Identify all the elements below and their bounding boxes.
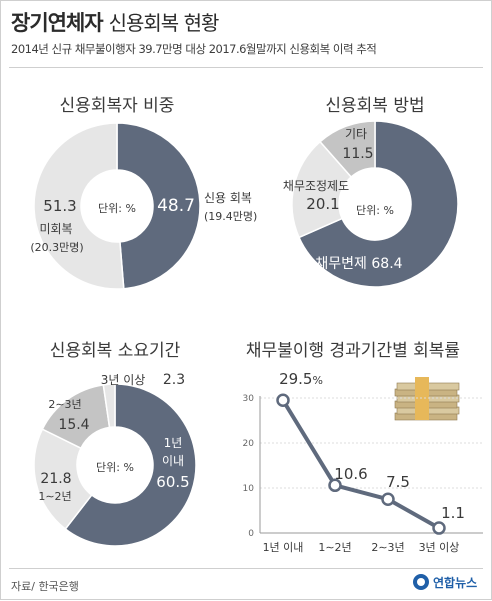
chart4-value-label: 7.5 — [386, 473, 410, 491]
chart3-slice-0 — [64, 383, 197, 547]
chart4-ytick-label: 30 — [243, 394, 255, 404]
chart1-center-label: 단위: % — [98, 202, 136, 215]
chart2-center-label: 단위: % — [356, 204, 394, 217]
chart4-ytick-label: 20 — [243, 439, 255, 449]
chart3-value-label: 21.8 — [40, 471, 71, 487]
chart1-slice-name: 신용 회복 — [204, 191, 252, 205]
chart1-title: 신용회복자 비중 — [60, 96, 175, 116]
chart2-slice-0 — [298, 120, 459, 288]
chart4-value-label: 10.6 — [334, 465, 367, 483]
chart2-slice-name: 채무조정제도 — [283, 179, 349, 193]
chart2-title: 신용회복 방법 — [325, 96, 424, 116]
chart4-xtick-label: 3년 이상 — [419, 541, 460, 554]
page-title: 장기연체자 신용회복 현황 — [11, 7, 220, 37]
logo-text: 연합뉴스 — [433, 576, 478, 590]
chart1-slice-1 — [33, 122, 125, 290]
logo-icon — [413, 574, 429, 590]
title-bold: 장기연체자 — [11, 11, 104, 35]
chart4-ytick-label: 10 — [243, 484, 255, 494]
source-note: 자료/ 한국은행 — [11, 580, 79, 593]
chart3-slice-name: 1∼2년 — [38, 490, 71, 503]
chart1-slice-name: 미회복 — [39, 222, 72, 236]
title-light: 신용회복 현황 — [108, 11, 220, 35]
chart4-point — [328, 478, 342, 493]
chart1-slice-0 — [116, 122, 201, 290]
chart3-center-label: 단위: % — [96, 461, 134, 474]
chart3-slice-name: 이내 — [162, 454, 184, 468]
chart1-slice-note: (20.3만명) — [30, 241, 83, 254]
chart4-value-label: 29.5% — [279, 370, 323, 388]
chart2-slice-label: 채무변제 68.4 — [315, 256, 402, 272]
chart4-xtick-label: 1년 이내 — [263, 541, 304, 554]
chart2-value-label: 20.1 — [306, 195, 339, 213]
chart2-slice-name: 기타 — [345, 127, 367, 141]
page-subtitle: 2014년 신규 채무불이행자 39.7만명 대상 2017.6월말까지 신용회… — [11, 42, 377, 56]
chart3-title: 신용회복 소요기간 — [50, 341, 181, 361]
chart4-ytick-label: 0 — [248, 529, 254, 539]
chart4-point — [381, 492, 395, 506]
chart1-slice-note: (19.4만명) — [204, 210, 257, 223]
chart1-value-label: 48.7 — [157, 196, 195, 216]
chart4-point — [276, 393, 290, 407]
chart3-slice-name: 2∼3년 — [48, 398, 81, 411]
chart4-value-label: 1.1 — [441, 504, 465, 522]
chart3-slice-name: 1년 — [164, 436, 183, 450]
chart2-value-label: 11.5 — [342, 146, 373, 162]
chart3-slice-name: 3년 이상 — [101, 373, 146, 387]
chart3-slice-3 — [102, 383, 116, 429]
footer-divider — [9, 568, 483, 569]
chart2-slice-2 — [319, 120, 376, 179]
header-divider — [9, 67, 483, 68]
chart3-value-label: 2.3 — [163, 372, 185, 388]
chart4-series-line — [281, 399, 440, 530]
chart3-value-label: 60.5 — [156, 473, 189, 491]
chart3-value-label: 15.4 — [58, 417, 89, 433]
chart4-xtick-label: 2∼3년 — [371, 541, 404, 554]
chart4-xtick-label: 1∼2년 — [318, 541, 351, 554]
chart4-point — [432, 521, 446, 535]
chart4-value-unit: % — [312, 374, 322, 387]
chart1-value-label: 51.3 — [43, 197, 76, 215]
chart4-title: 채무불이행 경과기간별 회복률 — [246, 341, 460, 361]
